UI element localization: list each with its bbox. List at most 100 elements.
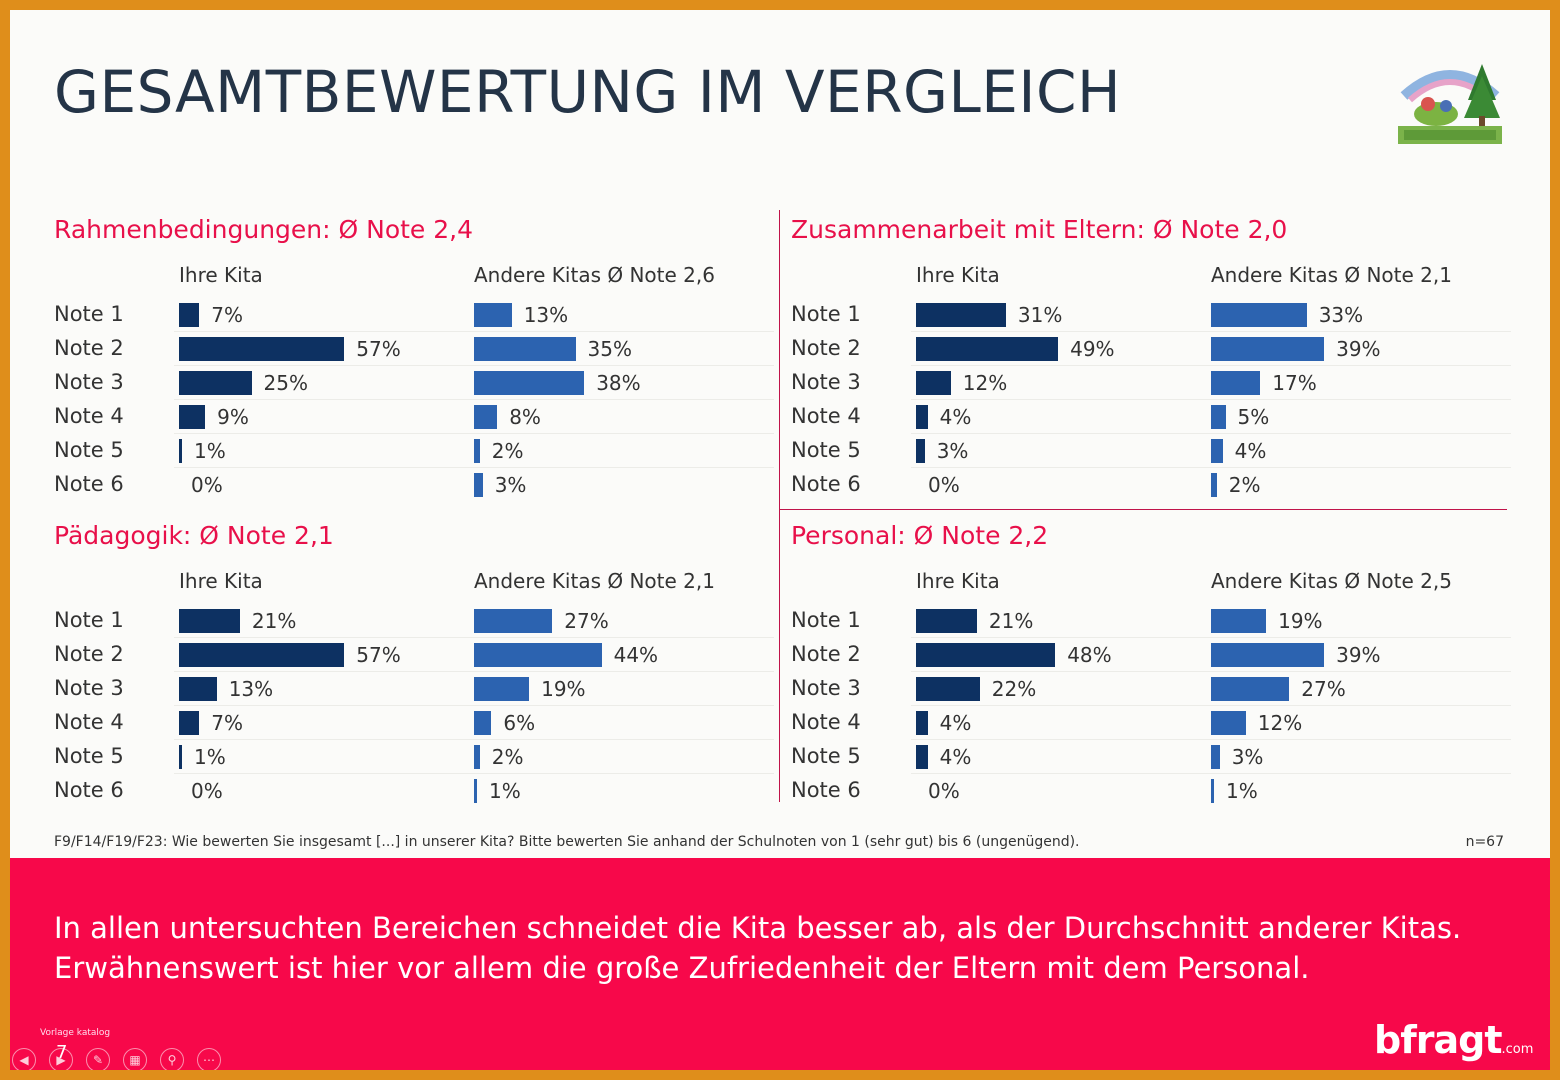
chart-title: Pädagogik: Ø Note 2,1 xyxy=(54,521,334,550)
value-label: 4% xyxy=(1234,439,1267,463)
category-label: Note 1 xyxy=(791,608,861,632)
value-label: 19% xyxy=(541,677,586,701)
chart-panel: Rahmenbedingungen: Ø Note 2,4 Ihre Kita An… xyxy=(54,215,774,505)
bar-other xyxy=(1211,779,1214,803)
chart-row: Note 3 13% 19% xyxy=(54,672,774,706)
chart-panel: Personal: Ø Note 2,2 Ihre Kita Andere Kita… xyxy=(791,521,1511,811)
value-label: 1% xyxy=(1226,779,1258,803)
bar-own xyxy=(179,371,252,395)
value-label: 2% xyxy=(491,439,524,463)
page-title: GESAMTBEWERTUNG IM VERGLEICH xyxy=(54,58,1122,126)
horizontal-divider xyxy=(779,509,1507,510)
category-label: Note 5 xyxy=(791,438,861,462)
chart-row: Note 4 7% 6% xyxy=(54,706,774,740)
chart-row: Note 3 12% 17% xyxy=(791,366,1511,400)
value-label: 2% xyxy=(491,745,524,769)
value-label: 27% xyxy=(1301,677,1346,701)
category-label: Note 2 xyxy=(54,336,124,360)
summary-line-2: Erwähnenswert ist hier vor allem die gro… xyxy=(54,951,1310,985)
value-label: 9% xyxy=(217,405,249,429)
pen-icon[interactable]: ✎ xyxy=(86,1048,110,1070)
summary-text: In allen untersuchten Bereichen schneide… xyxy=(54,908,1461,988)
bar-other xyxy=(1211,337,1325,361)
row-separator xyxy=(911,331,1511,332)
bar-own xyxy=(916,371,951,395)
category-label: Note 5 xyxy=(54,744,124,768)
category-label: Note 6 xyxy=(791,472,861,496)
value-label: 35% xyxy=(587,337,632,361)
row-separator xyxy=(911,365,1511,366)
category-label: Note 2 xyxy=(791,336,861,360)
bar-other xyxy=(474,609,553,633)
category-label: Note 1 xyxy=(791,302,861,326)
chart-row: Note 5 1% 2% xyxy=(54,740,774,774)
chart-row: Note 6 0% 3% xyxy=(54,468,774,502)
series-head-other: Andere Kitas Ø Note 2,5 xyxy=(1211,569,1452,593)
value-label: 31% xyxy=(1017,303,1063,327)
bar-other xyxy=(474,677,530,701)
chart-panel: Pädagogik: Ø Note 2,1 Ihre Kita Andere Kit… xyxy=(54,521,774,811)
next-icon[interactable]: ▶ xyxy=(49,1048,73,1070)
brand-suffix: .com xyxy=(1501,1042,1534,1057)
sample-size: n=67 xyxy=(1465,834,1504,850)
row-separator xyxy=(911,637,1511,638)
zoom-icon[interactable]: ⚲ xyxy=(160,1048,184,1070)
bar-own xyxy=(179,711,200,735)
bar-own xyxy=(916,643,1056,667)
chart-row: Note 1 21% 27% xyxy=(54,604,774,638)
bar-other xyxy=(474,405,498,429)
value-label: 19% xyxy=(1278,609,1323,633)
value-label: 0% xyxy=(928,779,960,803)
bar-other xyxy=(1211,405,1226,429)
category-label: Note 3 xyxy=(791,370,861,394)
category-label: Note 1 xyxy=(54,302,124,326)
row-separator xyxy=(174,637,774,638)
row-separator xyxy=(911,739,1511,740)
bar-own xyxy=(179,303,200,327)
value-label: 49% xyxy=(1070,337,1115,361)
bar-other xyxy=(1211,643,1325,667)
slides-icon[interactable]: ▦ xyxy=(123,1048,147,1070)
presentation-toolbar: ◀ ▶ ✎ ▦ ⚲ ⋯ xyxy=(12,1048,221,1070)
bar-other xyxy=(1211,473,1217,497)
summary-line-1: In allen untersuchten Bereichen schneide… xyxy=(54,911,1462,945)
chart-row: Note 4 9% 8% xyxy=(54,400,774,434)
row-separator xyxy=(174,365,774,366)
value-label: 3% xyxy=(936,439,969,463)
category-label: Note 2 xyxy=(54,642,124,666)
chart-title: Rahmenbedingungen: Ø Note 2,4 xyxy=(54,215,474,244)
bar-own xyxy=(916,711,928,735)
bar-own xyxy=(179,609,240,633)
bar-own xyxy=(916,405,928,429)
category-label: Note 4 xyxy=(54,404,124,428)
more-icon[interactable]: ⋯ xyxy=(197,1048,221,1070)
value-label: 57% xyxy=(356,337,401,361)
value-label: 21% xyxy=(988,609,1034,633)
value-label: 4% xyxy=(939,711,972,735)
value-label: 39% xyxy=(1336,337,1381,361)
category-label: Note 4 xyxy=(54,710,124,734)
row-separator xyxy=(911,671,1511,672)
row-separator xyxy=(911,399,1511,400)
chart-row: Note 5 3% 4% xyxy=(791,434,1511,468)
value-label: 33% xyxy=(1318,303,1364,327)
value-label: 5% xyxy=(1237,405,1270,429)
bar-other xyxy=(474,371,585,395)
bar-own xyxy=(179,337,345,361)
chart-title: Zusammenarbeit mit Eltern: Ø Note 2,0 xyxy=(791,215,1288,244)
chart-row: Note 6 0% 1% xyxy=(791,774,1511,808)
chart-row: Note 2 57% 35% xyxy=(54,332,774,366)
bar-own xyxy=(179,643,345,667)
category-label: Note 3 xyxy=(54,676,124,700)
prev-icon[interactable]: ◀ xyxy=(12,1048,36,1070)
chart-row: Note 2 49% 39% xyxy=(791,332,1511,366)
bar-other xyxy=(474,745,480,769)
category-label: Note 5 xyxy=(791,744,861,768)
bar-other xyxy=(474,303,512,327)
bar-other xyxy=(1211,439,1223,463)
chart-row: Note 2 57% 44% xyxy=(54,638,774,672)
value-label: 13% xyxy=(523,303,569,327)
chart-panel: Zusammenarbeit mit Eltern: Ø Note 2,0 Ihr… xyxy=(791,215,1511,505)
bar-other xyxy=(474,439,480,463)
chart-row: Note 6 0% 1% xyxy=(54,774,774,808)
